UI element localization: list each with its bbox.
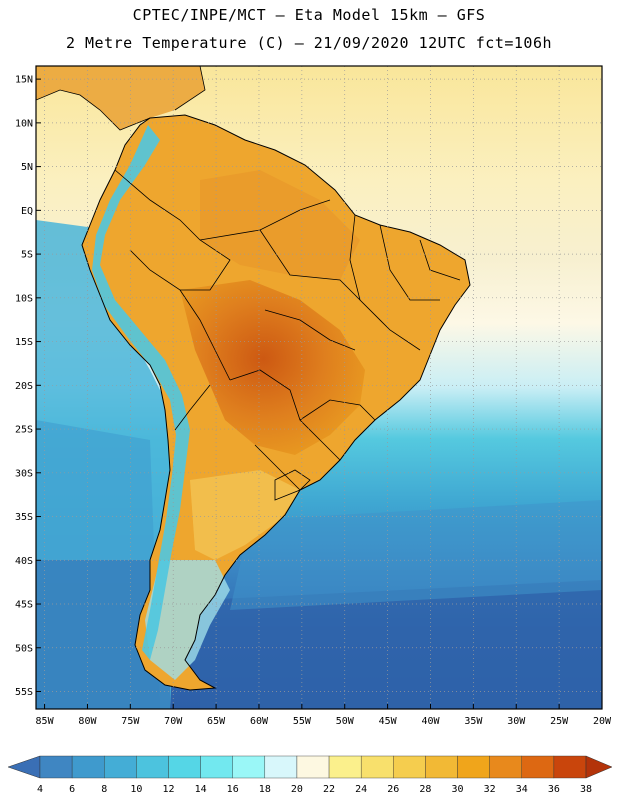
colorbar-segment — [457, 755, 490, 779]
colorbar-segment — [296, 755, 330, 779]
amazon-warm-region — [200, 170, 360, 280]
colorbar-label: 34 — [516, 784, 528, 795]
lon-label: 80W — [78, 716, 97, 727]
longitude-labels: 85W 80W 75W 70W 65W 60W 55W 50W 45W 40W 35W 30W 25W 2… — [36, 704, 612, 727]
lon-label: 70W — [164, 716, 183, 727]
colorbar-segment — [168, 755, 201, 779]
colorbar-label: 36 — [548, 784, 560, 795]
lon-label: 35W — [464, 716, 483, 727]
colorbar-min-arrow — [7, 755, 41, 779]
colorbar-label: 28 — [419, 784, 431, 795]
south-atlantic-mid-region — [230, 500, 602, 610]
colorbar-segment — [232, 755, 266, 779]
lat-label: 10S — [15, 293, 33, 304]
colorbar-segment — [521, 755, 555, 779]
colorbar-segment — [553, 755, 587, 779]
colorbar-label: 18 — [259, 784, 271, 795]
lat-label: 30S — [15, 468, 33, 479]
colorbar-label: 4 — [37, 784, 43, 795]
lon-label: 30W — [507, 716, 526, 727]
lon-label: 45W — [379, 716, 398, 727]
colorbar-segment — [136, 755, 169, 779]
colorbar-label: 14 — [195, 784, 207, 795]
lat-label: 5N — [21, 162, 33, 173]
colorbar-segment — [360, 755, 394, 779]
lat-label: 25S — [15, 425, 33, 436]
colorbar-segment — [425, 755, 458, 779]
colorbar-segment — [200, 755, 233, 779]
colorbar: 4 6 8 10 12 14 16 18 20 22 24 26 28 30 32 34 36 38 — [7, 755, 613, 795]
lon-label: 50W — [336, 716, 355, 727]
colorbar-segment — [39, 755, 73, 779]
colorbar-label: 6 — [69, 784, 75, 795]
patagonia-cool-region — [145, 560, 230, 680]
lon-label: 55W — [293, 716, 312, 727]
lat-label: EQ — [21, 206, 33, 217]
colorbar-segment — [489, 755, 522, 779]
colorbar-segment — [71, 755, 105, 779]
colorbar-label: 10 — [130, 784, 142, 795]
map-title-line1: CPTEC/INPE/MCT – Eta Model 15km – GFS — [132, 6, 486, 24]
andes-cold-ridge — [92, 125, 190, 660]
colorbar-segment — [104, 755, 137, 779]
lon-label: 65W — [207, 716, 226, 727]
colorbar-segment — [393, 755, 426, 779]
colorbar-label: 24 — [355, 784, 367, 795]
lat-label: 20S — [15, 381, 33, 392]
lon-label: 25W — [550, 716, 569, 727]
colorbar-label: 32 — [484, 784, 496, 795]
map-frame — [35, 65, 603, 710]
lat-label: 5S — [21, 250, 33, 261]
colorbar-label: 8 — [101, 784, 107, 795]
hot-interior-region — [180, 280, 365, 455]
country-borders — [36, 66, 471, 691]
colorbar-label: 38 — [580, 784, 592, 795]
lon-label: 85W — [36, 716, 55, 727]
colorbar-label: 22 — [323, 784, 335, 795]
lon-label: 40W — [421, 716, 440, 727]
colorbar-segment — [328, 755, 362, 779]
central-america-land — [36, 66, 205, 130]
lat-label: 40S — [15, 556, 33, 567]
southern-atlantic-region — [200, 580, 602, 709]
lon-label: 60W — [250, 716, 269, 727]
lat-label: 50S — [15, 643, 33, 654]
lat-label: 45S — [15, 600, 33, 611]
lon-label: 75W — [121, 716, 140, 727]
southern-pacific-region — [36, 560, 170, 709]
lat-label: 10N — [15, 118, 33, 129]
colorbar-max-arrow — [585, 755, 613, 779]
colorbar-label: 12 — [162, 784, 174, 795]
lat-label: 15S — [15, 337, 33, 348]
pampas-mild-region — [190, 470, 300, 560]
colorbar-segment — [264, 755, 298, 779]
map-title-line2: 2 Metre Temperature (C) – 21/09/2020 12U… — [65, 34, 553, 52]
colorbar-label: 26 — [387, 784, 399, 795]
colorbar-label: 30 — [452, 784, 464, 795]
lat-label: 15N — [15, 75, 33, 86]
colorbar-label: 20 — [291, 784, 303, 795]
lon-label: 20W — [593, 716, 612, 727]
lat-label: 55S — [15, 687, 33, 698]
latitude-labels: 15N 10N 5N EQ 5S 10S 15S 20S 25S 30S 35S 40S 45S 50S 5… — [15, 75, 41, 698]
map-area — [36, 66, 602, 709]
colorbar-label: 16 — [227, 784, 239, 795]
lat-label: 35S — [15, 512, 33, 523]
